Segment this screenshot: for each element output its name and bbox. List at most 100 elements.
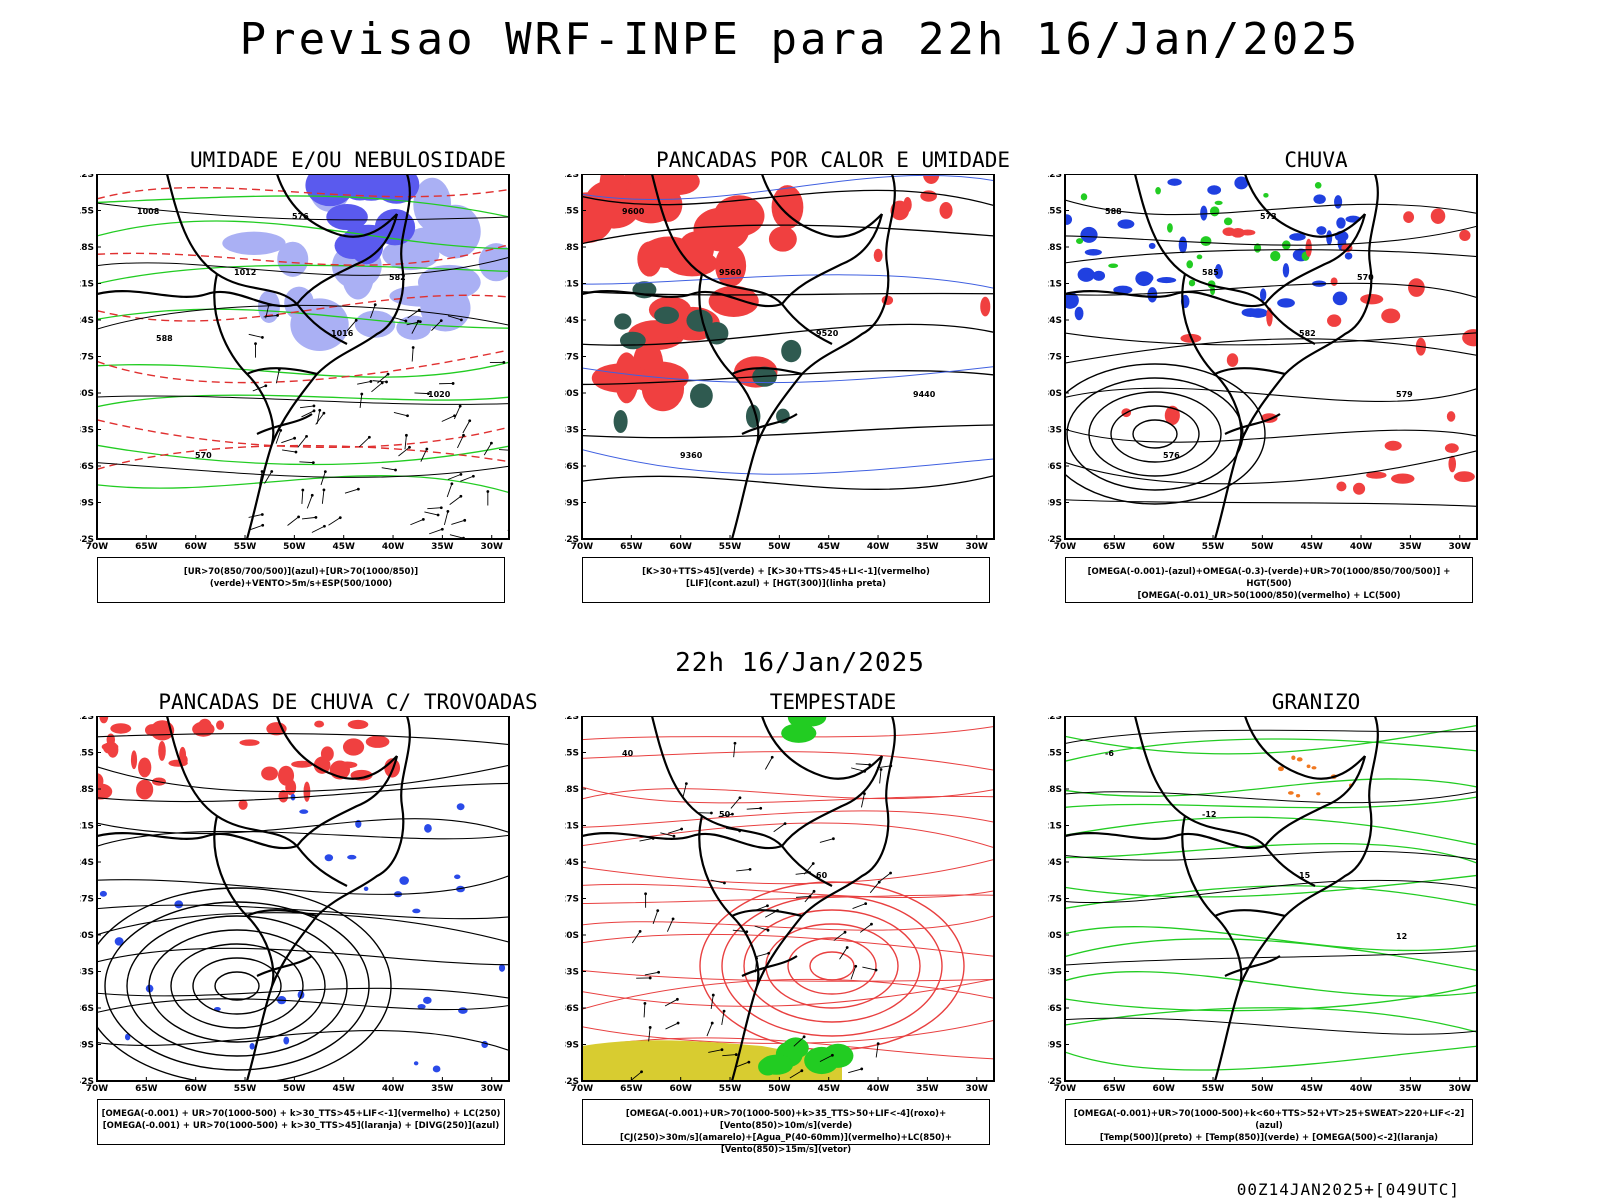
wind-vector [656, 909, 660, 913]
lat-label: 27S [80, 895, 94, 905]
streamline [97, 733, 509, 746]
contour-label: 1016 [331, 329, 354, 338]
thunder-red-area [342, 738, 365, 756]
run-time-footer: 00Z14JAN2025+[049UTC] [1236, 1180, 1460, 1199]
rain-red-area [1453, 471, 1475, 483]
wind-vector [859, 923, 872, 933]
rain-red-area [1446, 411, 1456, 422]
wind-vector [471, 474, 475, 478]
convection-red-area [587, 186, 640, 229]
wind-vector [314, 515, 318, 519]
wind-vector [457, 435, 464, 449]
humidity-blue-area [305, 174, 355, 207]
lat-label: 42S [80, 1077, 94, 1087]
wind-vector [875, 1043, 879, 1058]
lon-label: 60W [184, 542, 207, 552]
omega-orange-area [1311, 766, 1317, 770]
wind-vector [783, 822, 787, 826]
wind-vector [718, 813, 733, 818]
wind-vector [736, 868, 751, 872]
divergence-blue-area [249, 1042, 255, 1050]
omega-blue-area [1313, 194, 1326, 205]
wind-vector [710, 1021, 714, 1025]
green-contour [97, 220, 509, 250]
lat-label: 42S [565, 1077, 579, 1087]
wind-vector [831, 837, 835, 841]
wind-vector [889, 871, 892, 875]
wind-vector [449, 534, 464, 539]
precipitable-water-contour [582, 788, 994, 800]
streamline-vortex [1110, 405, 1200, 463]
wind-vector [357, 381, 371, 385]
wind-vector [259, 471, 263, 486]
wind-vector [451, 382, 455, 385]
lat-label: 12S [80, 174, 94, 180]
convection-teal-area [619, 331, 646, 350]
convection-red-area [637, 241, 662, 277]
omega-blue-area [1117, 219, 1135, 229]
country-border [296, 213, 399, 305]
wind-vector [766, 928, 770, 932]
wind-vector [855, 763, 870, 766]
thunder-red-area [101, 742, 119, 751]
temp500-contour [1065, 879, 1477, 904]
humidity-blue-area [348, 174, 395, 201]
divergence-blue-area [454, 874, 461, 880]
wind-vector [819, 838, 834, 843]
wind-vector [398, 446, 410, 457]
humidity-light-area [258, 290, 280, 324]
streamline [97, 987, 509, 999]
wind-vector [406, 414, 409, 418]
lat-label: 24S [1048, 316, 1062, 326]
valid-time-subtitle: 22h 16/Jan/2025 [675, 648, 925, 678]
panel-title: PANCADAS DE CHUVA C/ TROVOADAS [158, 690, 538, 714]
country-border [760, 174, 883, 238]
omega-orange-area [1296, 757, 1303, 762]
lat-label: 21S [80, 822, 94, 832]
omega-orange-area [1295, 794, 1301, 798]
wind-vector [424, 511, 439, 516]
lon-label: 60W [669, 1084, 692, 1094]
omega-green-area [1314, 181, 1322, 189]
wind-vector [270, 470, 274, 473]
wind-vector [735, 1061, 750, 1068]
omega-blue-area [1065, 291, 1079, 309]
divergence-blue-area [347, 854, 357, 860]
wind-vector [453, 405, 461, 420]
streamline [97, 782, 509, 803]
lat-label: 36S [80, 462, 94, 472]
lat-label: 36S [1048, 462, 1062, 472]
contour-label: -12 [1202, 810, 1216, 819]
wind-vector [850, 966, 857, 980]
contour-label: 588 [1105, 207, 1122, 216]
divergence-blue-area [114, 937, 124, 946]
lat-label: 30S [80, 389, 94, 399]
precipitable-water-contour [582, 751, 994, 771]
wind-vector [665, 1022, 679, 1030]
lat-label: 15S [1048, 749, 1062, 759]
lat-label: 15S [80, 207, 94, 217]
wind-vector [879, 768, 883, 771]
lat-label: 39S [565, 499, 579, 509]
convection-red-area [768, 226, 797, 252]
pressure-contour [97, 256, 509, 276]
omega-orange-area [1291, 755, 1296, 760]
omega-orange-area [1316, 792, 1321, 796]
humidity-light-area [354, 310, 396, 338]
wind-vector [411, 347, 414, 362]
lat-label: 12S [1048, 174, 1062, 180]
wind-vector [733, 743, 736, 758]
lon-label: 40W [382, 1084, 405, 1094]
omega-blue-area [1147, 287, 1158, 303]
wind-vector [861, 793, 865, 808]
legend-line: [CJ(250)>30m/s](amarelo)+[Agua_P(40-60mm… [619, 1133, 953, 1155]
lat-label: 24S [565, 316, 579, 326]
map-granizo: -6 -12 15 12 12S 15S 18S 21S 24S 27S 30S 33S 36S 39S 4… [1048, 716, 1478, 1094]
wind-vector [796, 896, 811, 898]
thunder-red-area [291, 760, 313, 768]
humidity-light-area [389, 285, 456, 307]
omega-green-area [1186, 260, 1194, 269]
streamline [97, 1030, 509, 1051]
thunder-red-area [365, 735, 390, 748]
omega-blue-area [1334, 195, 1343, 209]
